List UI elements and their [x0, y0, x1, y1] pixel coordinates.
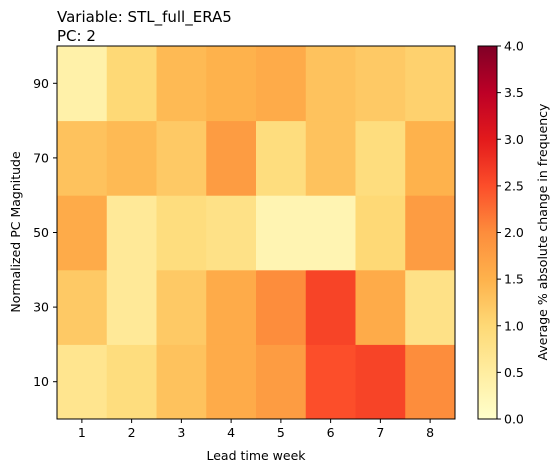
heatmap-cell: [156, 195, 207, 271]
chart-title-line-2: PC: 2: [57, 27, 96, 45]
heatmap-cell: [206, 269, 257, 345]
heatmap-cell: [106, 269, 157, 345]
colorbar-tick-label: 3.5: [504, 85, 524, 100]
heatmap-cell: [156, 269, 207, 345]
x-axis-ticks: 1 2 3 4 5 6 7 8: [78, 419, 434, 440]
heatmap-cell: [206, 46, 257, 122]
heatmap-cell: [57, 344, 108, 420]
y-tick-label: 10: [33, 374, 49, 389]
colorbar-tick-label: 2.0: [504, 225, 524, 240]
heatmap-cell: [355, 269, 406, 345]
colorbar-tick-label: 0.5: [504, 365, 524, 380]
x-tick-label: 7: [376, 425, 384, 440]
heatmap-cell: [106, 195, 157, 271]
colorbar-tick-label: 0.0: [504, 412, 524, 427]
heatmap-cell: [305, 195, 356, 271]
x-tick-label: 6: [327, 425, 335, 440]
heatmap-cell: [256, 120, 307, 196]
heatmap-cell: [305, 46, 356, 122]
heatmap-cell: [305, 120, 356, 196]
y-tick-label: 50: [33, 225, 49, 240]
heatmap-cell: [106, 46, 157, 122]
heatmap-cell: [156, 344, 207, 420]
heatmap-cell: [156, 120, 207, 196]
heatmap-cell: [57, 269, 108, 345]
heatmap-cell: [106, 120, 157, 196]
heatmap-cell: [57, 46, 108, 122]
heatmap-cell: [355, 344, 406, 420]
heatmap-cell: [355, 46, 406, 122]
colorbar-label: Average % absolute change in frequency: [535, 103, 550, 361]
heatmap-cell: [256, 195, 307, 271]
heatmap-cell: [405, 344, 456, 420]
colorbar-tick-label: 1.0: [504, 318, 524, 333]
heatmap-cell: [206, 195, 257, 271]
colorbar-ticks: 0.0 0.5 1.0 1.5 2.0 2.5 3.0 3.5 4.0: [497, 39, 524, 427]
heatmap-cell: [355, 120, 406, 196]
y-tick-label: 70: [33, 150, 49, 165]
heatmap-cell: [405, 46, 456, 122]
colorbar-tick-label: 1.5: [504, 272, 524, 287]
heatmap-cell: [405, 195, 456, 271]
y-axis-ticks: 10 30 50 70 90: [33, 76, 57, 389]
x-tick-label: 2: [128, 425, 136, 440]
heatmap-cell: [355, 195, 406, 271]
x-tick-label: 4: [227, 425, 235, 440]
heatmap-cell: [57, 195, 108, 271]
heatmap-cell: [206, 120, 257, 196]
heatmap-cell: [405, 269, 456, 345]
colorbar: [477, 45, 498, 420]
colorbar-tick-label: 4.0: [504, 39, 524, 54]
y-tick-label: 30: [33, 300, 49, 315]
x-tick-label: 8: [426, 425, 434, 440]
heatmap-cell: [256, 269, 307, 345]
x-tick-label: 3: [177, 425, 185, 440]
x-axis-label: Lead time week: [206, 448, 306, 463]
heatmap-cell: [106, 344, 157, 420]
colorbar-tick-label: 3.0: [504, 132, 524, 147]
heatmap-cell: [405, 120, 456, 196]
x-tick-label: 5: [277, 425, 285, 440]
heatmap-cell: [156, 46, 207, 122]
x-tick-label: 1: [78, 425, 86, 440]
heatmap-cells: [57, 46, 456, 420]
y-tick-label: 90: [33, 76, 49, 91]
heatmap-cell: [206, 344, 257, 420]
y-axis-label: Normalized PC Magnitude: [8, 151, 23, 313]
colorbar-tick-label: 2.5: [504, 178, 524, 193]
chart-title-line-1: Variable: STL_full_ERA5: [57, 8, 232, 27]
heatmap-cell: [57, 120, 108, 196]
heatmap-cell: [305, 344, 356, 420]
heatmap-cell: [256, 344, 307, 420]
heatmap-cell: [305, 269, 356, 345]
heatmap-cell: [256, 46, 307, 122]
